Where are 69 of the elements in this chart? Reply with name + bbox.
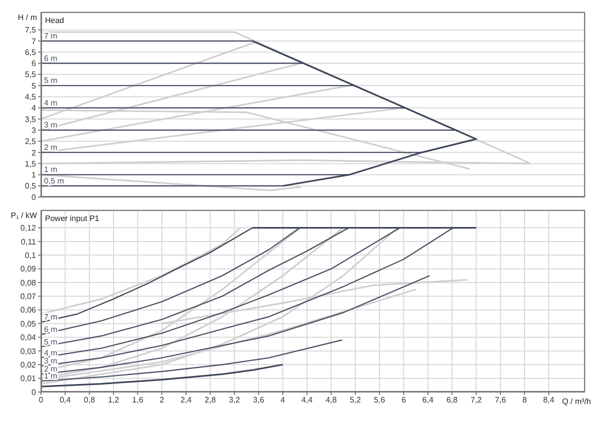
x-tick-label: 6,4 <box>422 396 434 405</box>
x-tick-label: 5,6 <box>374 396 386 405</box>
x-tick-label: 7,2 <box>470 396 482 405</box>
x-axis-title: Q / m³/h <box>562 397 591 406</box>
x-tick-label: 6,8 <box>446 396 458 405</box>
y-tick-label: 5,5 <box>24 70 37 80</box>
series-label: 5 m <box>44 76 58 86</box>
x-tick-label: 3,2 <box>228 396 241 405</box>
y-tick-label: 7 <box>32 36 37 46</box>
y-tick-label: 6 <box>32 59 37 68</box>
y-tick-label: 0,08 <box>20 278 37 288</box>
y-axis-title: P₁ / kW <box>10 211 37 220</box>
text: Power input P1 <box>45 214 100 223</box>
x-tick-label: 6 <box>401 396 406 405</box>
x-tick-label: 8 <box>522 396 528 405</box>
y-tick-label: 0,01 <box>20 374 37 384</box>
y-tick-label: 0,5 <box>24 182 37 191</box>
x-tick-label: 3,6 <box>253 396 265 405</box>
y-tick-label: 0,09 <box>20 264 37 274</box>
x-tick-label: 2,4 <box>180 396 192 405</box>
x-tick-label: 4,4 <box>301 396 314 405</box>
series-label: 4 m <box>44 348 58 358</box>
y-tick-label: 2,5 <box>24 137 37 146</box>
series-label: 0,5 m <box>44 176 64 186</box>
series-label: 1 m <box>44 165 58 174</box>
y-tick-label: 1,5 <box>24 159 37 168</box>
y-tick-label: 4 <box>32 104 37 113</box>
y-tick-label: 0,04 <box>20 333 37 342</box>
series-label: 3 m <box>44 356 58 366</box>
y-tick-label: 4,5 <box>24 92 37 102</box>
series-label: 4 m <box>44 98 58 108</box>
y-tick-label: 0,07 <box>20 292 37 302</box>
x-tick-label: 4 <box>280 396 286 405</box>
y-tick-label: 6,5 <box>24 48 37 57</box>
series-label: 2 m <box>44 364 58 374</box>
y-axis-title: H / m <box>18 13 37 22</box>
y-tick-label: 0,02 <box>20 360 37 370</box>
x-tick-label: 5,2 <box>350 396 362 405</box>
x-tick-label: 1,2 <box>108 396 120 405</box>
x-tick-label: 0,4 <box>60 396 72 405</box>
x-tick-label: 4,8 <box>326 396 338 405</box>
y-tick-label: 0,1 <box>24 251 37 260</box>
x-tick-label: 2 <box>160 396 165 405</box>
series-label: 7 m <box>44 31 58 40</box>
x-tick-label: 7,6 <box>494 396 506 405</box>
y-tick-label: 3 <box>32 126 37 135</box>
series-label: 6 m <box>44 54 58 63</box>
x-tick-label: 0,8 <box>84 396 96 405</box>
y-tick-label: 0 <box>32 388 37 397</box>
y-tick-label: 0,03 <box>20 346 37 356</box>
x-tick-label: 8,4 <box>543 396 555 405</box>
y-tick-label: 5 <box>32 81 37 90</box>
series-label: 3 m <box>44 120 58 130</box>
y-tick-label: 0,11 <box>21 237 37 246</box>
y-tick-label: 0,12 <box>20 224 37 233</box>
x-tick-label: 1,6 <box>132 396 144 405</box>
series-label: 5 m <box>44 337 58 346</box>
x-tick-label: 0 <box>38 396 44 405</box>
series-label: 2 m <box>44 142 58 152</box>
y-tick-label: 2 <box>32 148 37 158</box>
y-tick-label: 0,05 <box>20 319 37 328</box>
y-tick-label: 0,06 <box>20 306 37 315</box>
y-tick-label: 1 <box>32 170 37 180</box>
y-tick-label: 7,5 <box>24 26 37 35</box>
text: Head <box>45 16 64 25</box>
x-tick-label: 2,8 <box>204 396 216 405</box>
series-label: 1 m <box>44 372 58 381</box>
y-tick-label: 3,5 <box>24 114 37 124</box>
y-tick-label: 0 <box>32 192 37 202</box>
